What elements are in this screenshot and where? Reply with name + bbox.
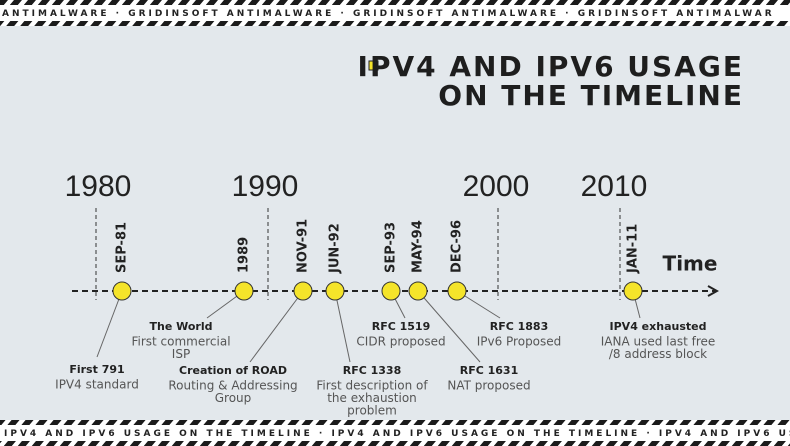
event-title: The World bbox=[150, 320, 213, 333]
event-description: Routing & Addressing bbox=[168, 379, 297, 393]
event-description: First commercial bbox=[131, 335, 230, 349]
event-description: problem bbox=[347, 404, 397, 418]
event-description: First description of bbox=[316, 379, 428, 393]
event-dot bbox=[293, 281, 313, 301]
stripe bbox=[0, 420, 790, 425]
event-dot bbox=[381, 281, 401, 301]
stripe bbox=[0, 0, 790, 5]
connector bbox=[334, 290, 351, 363]
decade-label: 1990 bbox=[232, 170, 299, 203]
event-date: 1989 bbox=[237, 237, 252, 273]
event-dot bbox=[447, 281, 467, 301]
event-title: RFC 1519 bbox=[372, 320, 431, 333]
event-description: /8 address block bbox=[609, 347, 707, 361]
event-description: IPV4 standard bbox=[55, 378, 139, 392]
events: 1980 1990 2000 2010 SEP-81 First 791 IPV4 stan… bbox=[55, 170, 715, 418]
event-date: SEP-81 bbox=[115, 222, 130, 273]
decade-label: 2000 bbox=[463, 170, 530, 203]
event-title: RFC 1883 bbox=[490, 320, 549, 333]
event-date: DEC-96 bbox=[450, 220, 465, 273]
event-description: ISP bbox=[172, 347, 190, 361]
title-line: IPV4 AND IPV6 USAGE bbox=[358, 50, 744, 83]
event-dot bbox=[112, 281, 132, 301]
event-description: IANA used last free bbox=[601, 335, 716, 349]
bottom-banner: IPV4 AND IPV6 USAGE ON THE TIMELINE · IP… bbox=[4, 429, 790, 439]
connector bbox=[96, 290, 123, 358]
title-line: ON THE TIMELINE bbox=[438, 79, 744, 112]
connector bbox=[417, 290, 481, 363]
title-bullet bbox=[368, 60, 379, 71]
stripe bbox=[0, 21, 790, 26]
event-date: JAN-11 bbox=[626, 224, 641, 274]
event-title: Creation of ROAD bbox=[179, 364, 287, 377]
event-title: RFC 1338 bbox=[343, 364, 402, 377]
event-dot bbox=[623, 281, 643, 301]
decade-label: 2010 bbox=[581, 170, 648, 203]
event-date: JUN-92 bbox=[328, 223, 343, 274]
event-date: NOV-91 bbox=[296, 219, 311, 273]
event-description: IPv6 Proposed bbox=[477, 335, 562, 349]
event-date: SEP-93 bbox=[384, 222, 399, 273]
stripe bbox=[0, 441, 790, 446]
decade-label: 1980 bbox=[65, 170, 132, 203]
event-description: the exhaustion bbox=[327, 391, 417, 405]
event-title: IPV4 exhausted bbox=[610, 320, 707, 333]
event-title: RFC 1631 bbox=[460, 364, 519, 377]
axis-label: Time bbox=[663, 252, 718, 276]
event-description: Group bbox=[215, 391, 252, 405]
event-dot bbox=[234, 281, 254, 301]
event-description: NAT proposed bbox=[447, 379, 530, 393]
event-title: First 791 bbox=[69, 363, 124, 376]
event-date: MAY-94 bbox=[411, 220, 426, 273]
connector bbox=[249, 290, 304, 363]
top-banner: ANTIMALWARE · GRIDINSOFT ANTIMALWARE · G… bbox=[2, 9, 775, 19]
event-description: CIDR proposed bbox=[356, 335, 445, 349]
event-dot bbox=[408, 281, 428, 301]
event-dot bbox=[325, 281, 345, 301]
